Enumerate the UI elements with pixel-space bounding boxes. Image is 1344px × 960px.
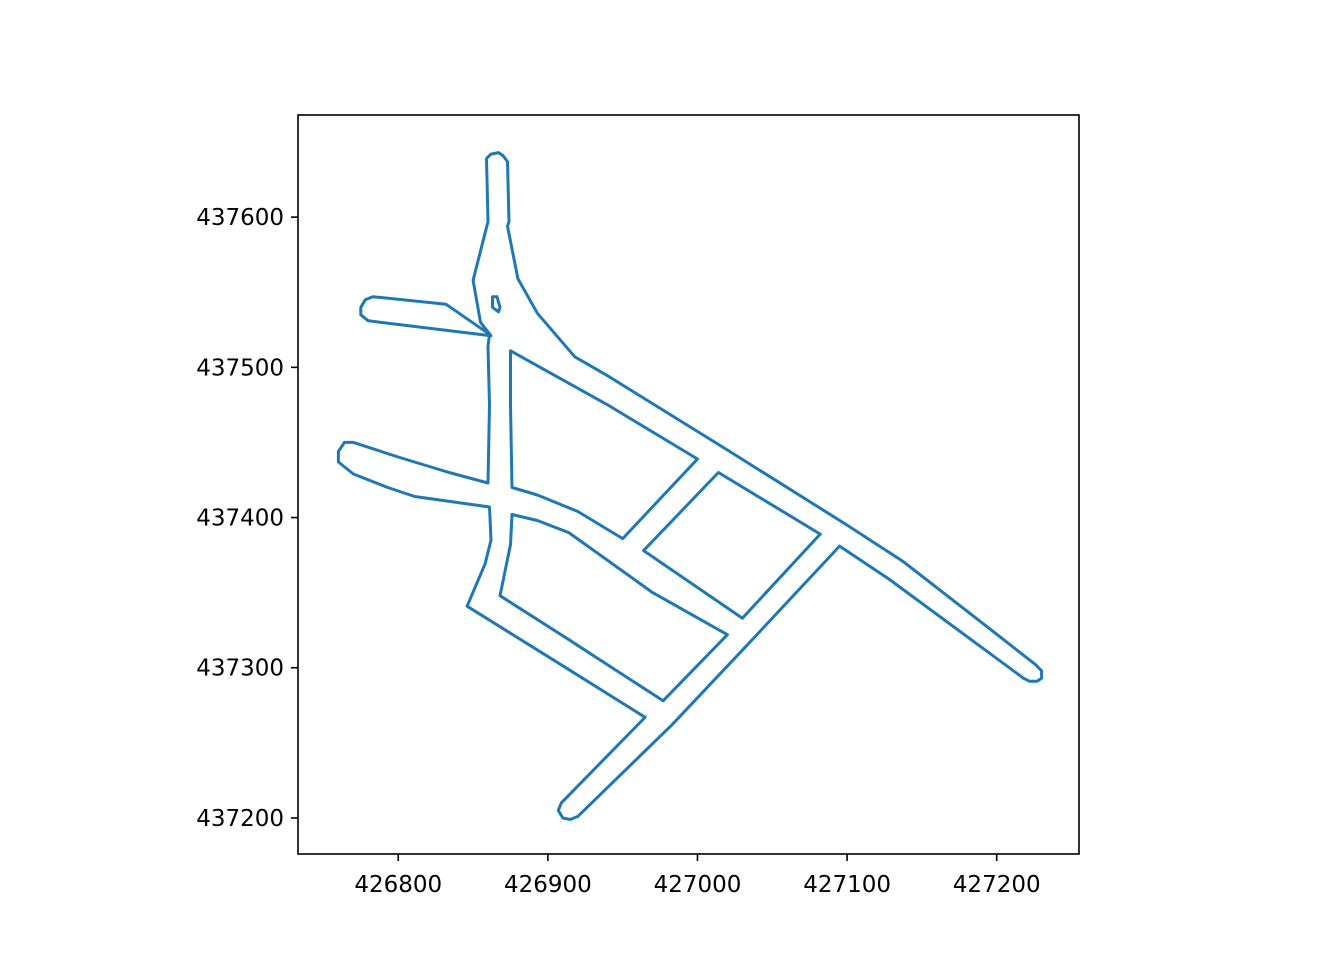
- x-tick-label: 427200: [953, 872, 1041, 898]
- series-line-1: [509, 349, 699, 541]
- series-line-3: [642, 471, 822, 620]
- y-tick-label: 437600: [196, 205, 284, 231]
- y-axis: 437200 437300 437400 437500 437600: [196, 205, 298, 832]
- x-axis: 426800 426900 427000 427100 427200: [354, 854, 1041, 898]
- y-tick-label: 437200: [196, 806, 284, 832]
- x-tick-label: 427000: [654, 872, 742, 898]
- x-tick-label: 426900: [504, 872, 592, 898]
- y-tick-label: 437400: [196, 506, 284, 532]
- series-line-4: [491, 295, 502, 314]
- y-tick-label: 437500: [196, 355, 284, 381]
- x-tick-label: 426800: [354, 872, 442, 898]
- series-line-0: [336, 151, 1044, 821]
- axes-frame: [297, 114, 1080, 855]
- x-tick-label: 427100: [803, 872, 891, 898]
- y-tick-label: 437300: [196, 656, 284, 682]
- series-line-2: [498, 513, 729, 703]
- series-lines: [336, 151, 1044, 821]
